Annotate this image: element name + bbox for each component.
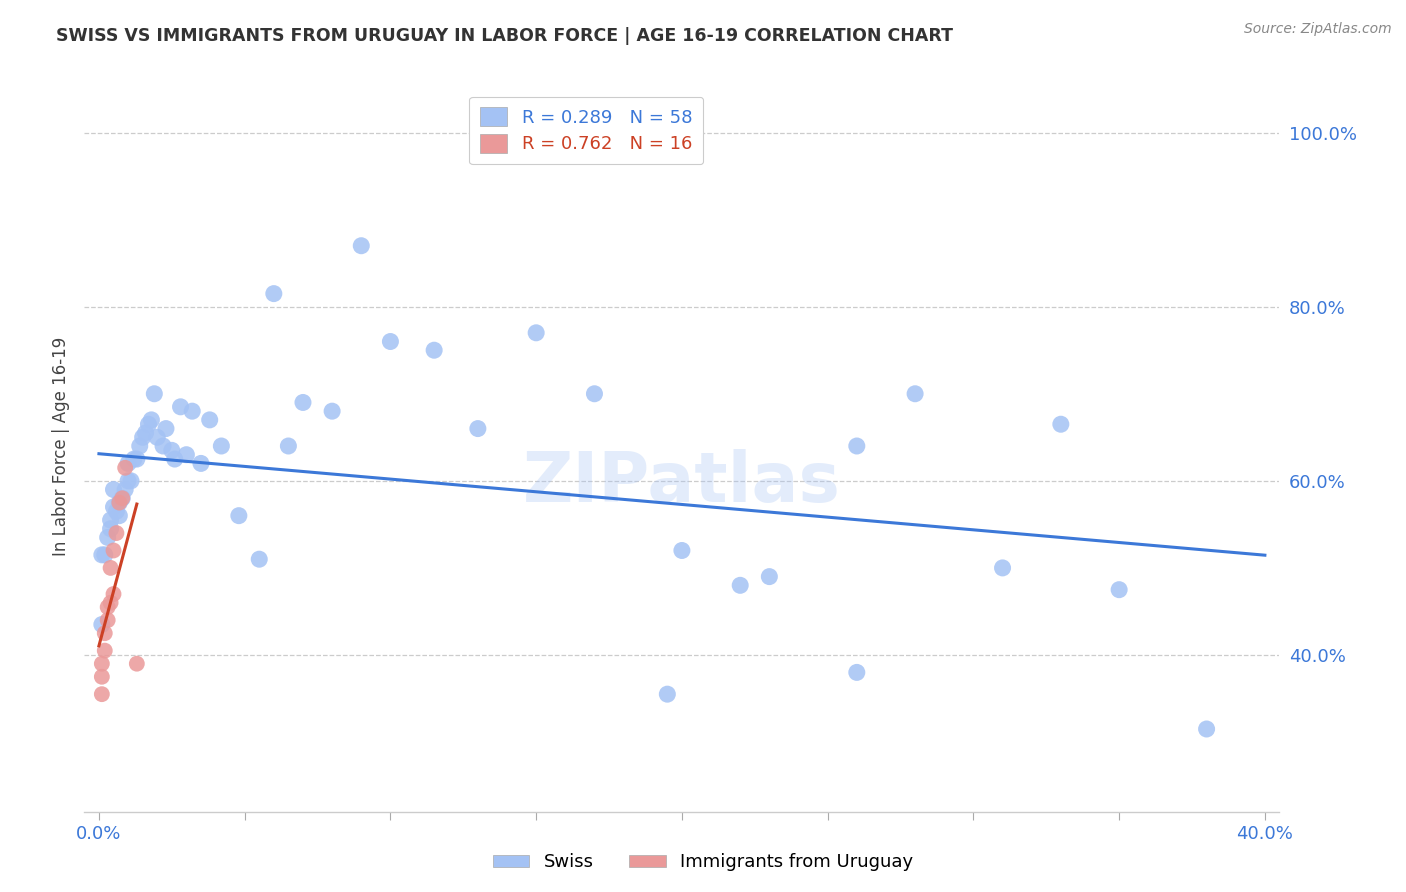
Point (100, 513, 122, 527)
Point (117, 474, 139, 488)
Point (524, 326, 547, 340)
Point (100, 561, 122, 575)
Point (152, 439, 174, 453)
Point (181, 404, 204, 418)
Point (97, 600, 120, 615)
Point (100, 596, 122, 610)
Point (103, 543, 125, 558)
Text: Source: ZipAtlas.com: Source: ZipAtlas.com (1244, 22, 1392, 37)
Point (100, 522, 122, 536)
Point (143, 386, 166, 401)
Point (94, 643, 117, 657)
Point (583, 386, 606, 401)
Legend: R = 0.289   N = 58, R = 0.762   N = 16: R = 0.289 N = 58, R = 0.762 N = 16 (470, 96, 703, 164)
Point (90, 670, 112, 684)
Point (263, 286, 285, 301)
Point (111, 491, 134, 506)
Text: ZIPatlas: ZIPatlas (523, 449, 841, 516)
Point (350, 238, 373, 252)
Point (125, 452, 148, 467)
Point (163, 452, 186, 467)
Point (1195, 722, 1218, 736)
Point (97, 613, 120, 627)
Point (131, 430, 153, 444)
Point (103, 483, 125, 497)
Point (135, 425, 157, 440)
Point (128, 439, 150, 453)
Point (90, 687, 112, 701)
Point (114, 483, 136, 497)
Point (114, 460, 136, 475)
Point (291, 395, 314, 409)
Point (105, 504, 128, 518)
Point (728, 578, 751, 592)
Point (90, 548, 112, 562)
Point (108, 495, 131, 509)
Point (209, 439, 232, 453)
Point (991, 561, 1014, 575)
Point (845, 665, 868, 680)
Point (125, 657, 148, 671)
Point (671, 543, 693, 558)
Point (160, 443, 183, 458)
Point (94, 548, 117, 562)
Point (117, 457, 139, 471)
Point (247, 552, 270, 566)
Point (111, 491, 134, 506)
Point (380, 334, 402, 349)
Point (423, 343, 446, 358)
Point (176, 448, 198, 462)
Point (90, 657, 112, 671)
Point (120, 474, 142, 488)
Point (1108, 582, 1130, 597)
Point (108, 495, 131, 509)
Point (138, 417, 160, 432)
Point (1050, 417, 1073, 432)
Point (198, 413, 221, 427)
Point (141, 413, 163, 427)
Point (277, 439, 299, 453)
Point (657, 687, 679, 701)
Point (122, 452, 145, 467)
Point (758, 569, 780, 583)
Point (146, 430, 169, 444)
Point (108, 508, 131, 523)
Point (190, 457, 212, 471)
Point (103, 500, 125, 514)
Legend: Swiss, Immigrants from Uruguay: Swiss, Immigrants from Uruguay (485, 847, 921, 879)
Point (105, 526, 128, 541)
Point (321, 404, 343, 418)
Point (155, 421, 177, 435)
Point (97, 530, 120, 544)
Point (169, 400, 191, 414)
Point (904, 386, 927, 401)
Point (103, 587, 125, 601)
Y-axis label: In Labor Force | Age 16-19: In Labor Force | Age 16-19 (52, 336, 70, 556)
Text: SWISS VS IMMIGRANTS FROM URUGUAY IN LABOR FORCE | AGE 16-19 CORRELATION CHART: SWISS VS IMMIGRANTS FROM URUGUAY IN LABO… (56, 27, 953, 45)
Point (467, 421, 489, 435)
Point (94, 626, 117, 640)
Point (845, 439, 868, 453)
Point (228, 508, 250, 523)
Point (90, 617, 112, 632)
